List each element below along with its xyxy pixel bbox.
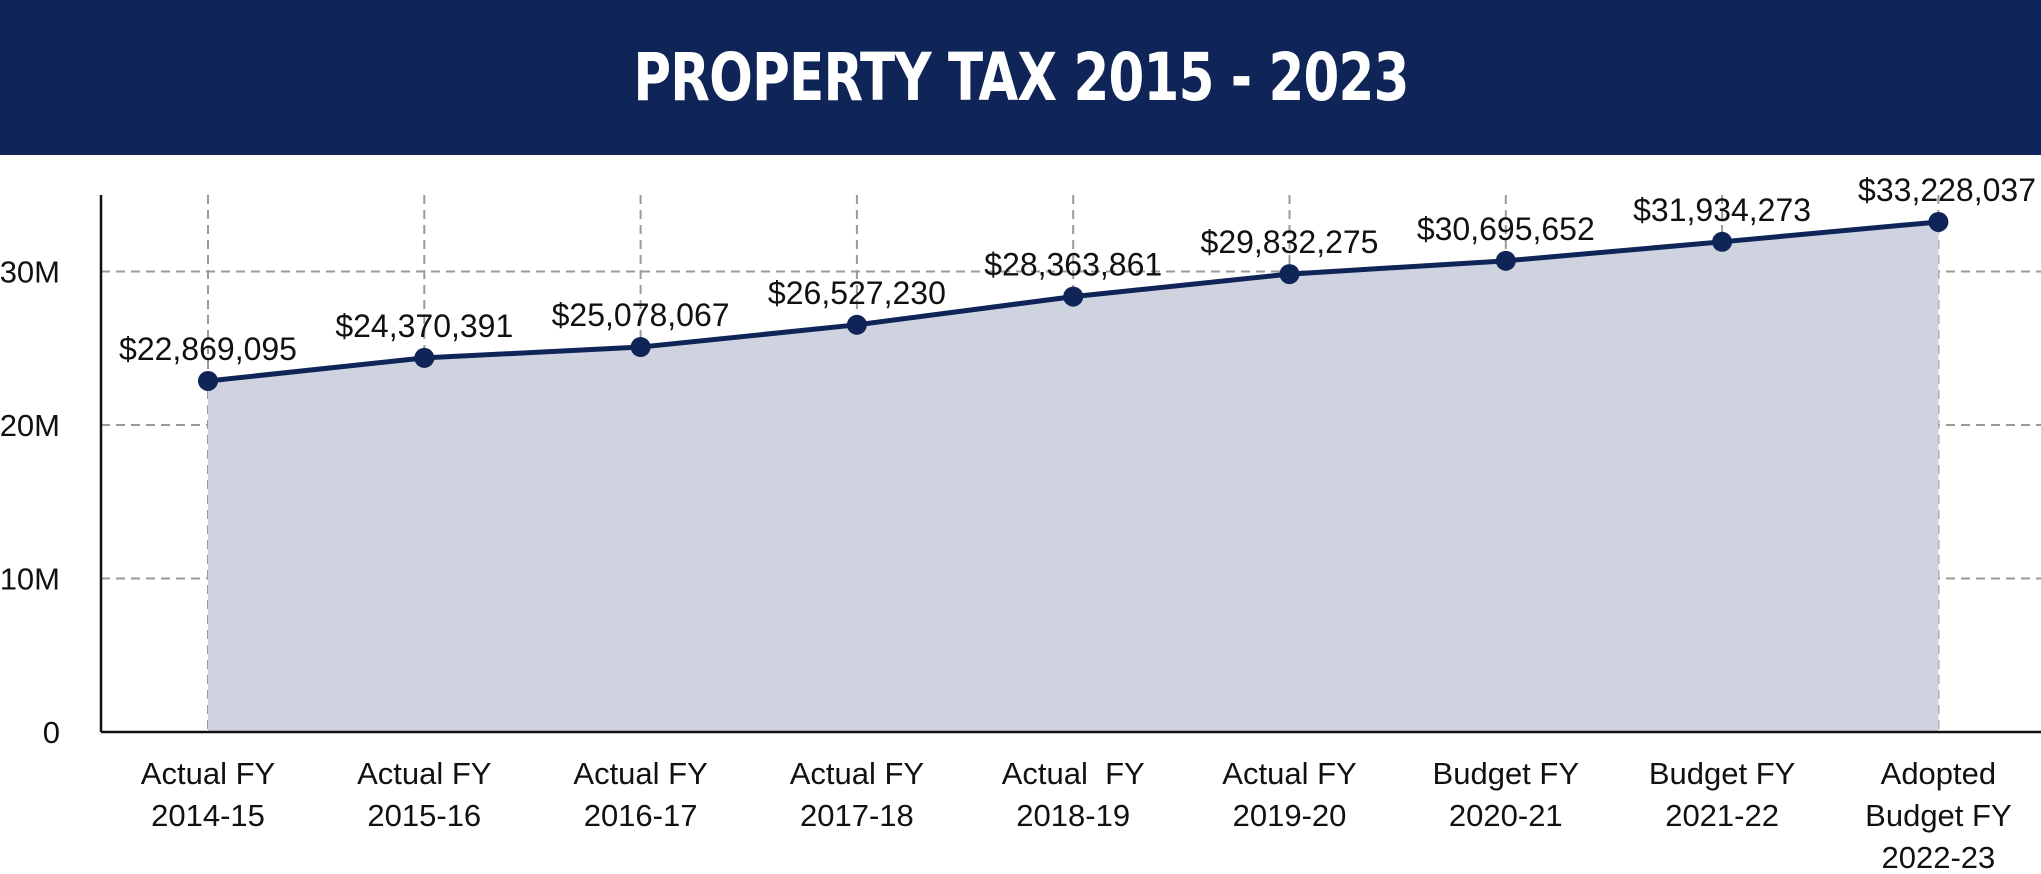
x-tick-label-line: 2021-22 [1665,798,1779,833]
x-tick-label-line: 2014-15 [151,798,265,833]
y-tick-label: 30M [0,255,60,290]
x-tick-label: Actual FY 2019-20 [1222,756,1356,833]
x-tick-label: Adopted Budget FY 2022-23 [1865,756,2011,874]
y-tick-label: 20M [0,408,60,443]
data-point [1712,231,1733,252]
data-point [1928,211,1949,232]
data-point [630,337,651,358]
x-tick-label: Actual FY 2015-16 [357,756,491,833]
data-label: $33,228,037 [1858,172,2036,208]
data-label: $28,363,861 [984,247,1162,283]
x-tick-label: Actual FY 2018-19 [1002,756,1145,833]
y-tick-label: 10M [0,562,60,597]
data-label: $26,527,230 [768,275,946,311]
data-point [1063,286,1084,307]
x-tick-label-line: Actual FY [790,756,924,791]
x-tick-label-line: 2020-21 [1449,798,1563,833]
x-tick-label: Budget FY 2020-21 [1433,756,1579,833]
x-tick-label-line: Actual FY [141,756,275,791]
data-point [1279,264,1300,285]
chart-title: PROPERTY TAX 2015 - 2023 [632,39,1409,116]
data-label: $29,832,275 [1201,224,1379,260]
property-tax-chart: $22,869,095 $24,370,391 $25,078,067 $26,527… [0,172,2041,874]
x-tick-label-line: 2015-16 [367,798,481,833]
data-point [198,370,218,391]
x-tick-label-line: 2022-23 [1882,840,1996,874]
data-label: $31,934,273 [1633,192,1811,228]
x-tick-label-line: 2018-19 [1016,798,1130,833]
data-point [414,347,435,368]
x-tick-label-line: Actual FY [357,756,491,791]
x-tick-label-line: Budget FY [1865,798,2011,833]
x-tick-label: Actual FY 2016-17 [573,756,707,833]
x-tick-label-line: Adopted [1881,756,1997,791]
y-tick-label: 0 [43,715,60,750]
x-tick-label-line: Budget FY [1649,756,1795,791]
data-point [846,314,867,335]
x-tick-label-line: 2016-17 [584,798,698,833]
x-tick-label-line: Actual FY [1002,756,1145,791]
x-tick-label-line: 2017-18 [800,798,914,833]
data-label: $30,695,652 [1417,211,1595,247]
x-tick-label-line: Budget FY [1433,756,1579,791]
chart-header: PROPERTY TAX 2015 - 2023 [0,0,2041,155]
x-tick-label-line: Actual FY [1222,756,1356,791]
x-tick-label: Actual FY 2017-18 [790,756,924,833]
x-tick-label: Budget FY 2021-22 [1649,756,1795,833]
x-tick-label: Actual FY 2014-15 [141,756,275,833]
data-label: $25,078,067 [552,297,730,333]
x-tick-label-line: 2019-20 [1233,798,1347,833]
data-label: $24,370,391 [335,308,513,344]
x-tick-label-line: Actual FY [573,756,707,791]
data-point [1495,250,1516,271]
data-label: $22,869,095 [119,331,297,367]
